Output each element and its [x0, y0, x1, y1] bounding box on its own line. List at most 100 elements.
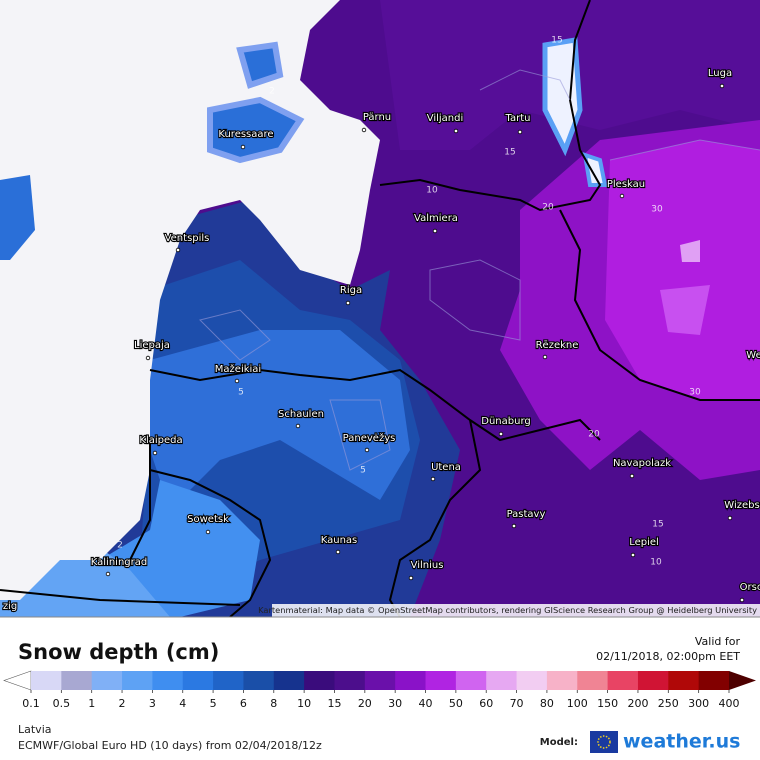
color-swatch: [213, 671, 244, 690]
border: [149, 469, 272, 617]
color-swatch: [273, 671, 305, 690]
city-label: Lepiel: [629, 537, 659, 548]
contour: [609, 139, 760, 161]
borders: [0, 0, 760, 617]
city-label: Dünaburg: [481, 416, 530, 427]
tick-label: 3: [149, 697, 156, 710]
city-label: Wizebs: [724, 500, 759, 511]
tick-label: 40: [419, 697, 433, 710]
city-label: Pleskau: [607, 179, 645, 190]
city-dot: [335, 549, 341, 555]
lake: [542, 37, 583, 157]
snow-area: [605, 140, 760, 400]
city-dot: [739, 597, 745, 603]
contour-label: 15: [652, 520, 663, 530]
tick-label: 300: [688, 697, 709, 710]
city-label: Utena: [431, 462, 461, 473]
city-dot: [432, 228, 438, 234]
tick-label: 150: [597, 697, 618, 710]
city-dot: [630, 552, 636, 558]
map-labels: Pärnu Viljandi Tartu Luga Kuressaare Pleskau V…: [2, 36, 760, 614]
city-dot: [234, 378, 240, 384]
color-swatch: [243, 671, 275, 690]
color-swatch: [61, 671, 93, 690]
city-label: We: [746, 350, 760, 361]
city-dot: [240, 144, 246, 150]
contour: [479, 69, 571, 101]
city-label: Pastavy: [507, 509, 546, 520]
tick-label: 20: [358, 697, 372, 710]
city-dot: [517, 129, 523, 135]
legend-title: Snow depth (cm): [18, 640, 219, 664]
eu-stars: [597, 735, 611, 749]
city-label: Klaipeda: [139, 435, 182, 446]
color-swatch: [395, 671, 427, 690]
tick-label: 0.5: [53, 697, 71, 710]
city-label: Vilnius: [411, 560, 444, 571]
tick-label: 5: [210, 697, 217, 710]
city-label: Ventspils: [165, 233, 210, 244]
contour: [429, 259, 521, 341]
color-swatch: [364, 671, 396, 690]
city-dot: [295, 423, 301, 429]
attribution-bg: [272, 604, 760, 617]
border: [559, 209, 760, 401]
coast: [129, 440, 151, 561]
city-dot: [511, 523, 517, 529]
city-label: Panevėžys: [343, 432, 396, 444]
contour-label: 5: [360, 466, 366, 476]
contour-label: 20: [542, 203, 554, 213]
footer: Latvia ECMWF/Global Euro HD (10 days) fr…: [18, 723, 740, 753]
color-swatch: [607, 671, 639, 690]
tick-label: 10: [297, 697, 311, 710]
city-label: Schaulen: [278, 409, 324, 420]
brand: weather.us: [623, 731, 740, 753]
city-label: Rēzekne: [536, 340, 579, 351]
border: [379, 0, 602, 212]
color-swatch: [334, 671, 366, 690]
city-label: Luga: [708, 68, 732, 79]
color-swatch: [698, 671, 730, 690]
contour-label: 10: [426, 186, 438, 196]
color-swatch: [637, 671, 669, 690]
city-dot: [364, 447, 370, 453]
city-dot: [542, 354, 548, 360]
border: [0, 589, 241, 606]
contour: [329, 399, 391, 471]
color-swatch: [668, 671, 700, 690]
lake: [582, 152, 608, 187]
city-label: Kuressaare: [218, 129, 273, 140]
city-label: Valmiera: [414, 213, 458, 224]
city-label: zig: [3, 601, 17, 612]
city-dot: [498, 431, 504, 437]
tick-label: 0.1: [22, 697, 40, 710]
color-swatch: [516, 671, 548, 690]
contour-label: 15: [551, 36, 562, 46]
city-label: Pärnu: [363, 112, 391, 123]
contour-label: 2: [269, 87, 275, 97]
city-dot: [345, 300, 351, 306]
city-dot: [152, 450, 158, 456]
valid-time: 02/11/2018, 02:00pm EET: [596, 650, 740, 663]
color-swatch: [455, 671, 487, 690]
city-dot: [453, 128, 459, 134]
city-dot: [408, 575, 414, 581]
contour-label: 5: [238, 388, 244, 398]
contour-label: 2: [117, 541, 123, 551]
color-swatch: [546, 671, 578, 690]
city-label: Tartu: [505, 113, 531, 124]
island: [0, 175, 35, 260]
color-swatch: [91, 671, 123, 690]
contour-label: 20: [588, 430, 600, 440]
legend: Snow depth (cm) Valid for 02/11/2018, 02…: [3, 635, 756, 710]
tick-label: 1: [88, 697, 95, 710]
snow-area: [680, 240, 700, 262]
attribution: Kartenmaterial: Map data © OpenStreetMap…: [258, 605, 757, 615]
city-dot: [727, 515, 733, 521]
model-run: ECMWF/Global Euro HD (10 days) from 02/0…: [18, 739, 322, 752]
region: Latvia: [18, 723, 52, 736]
over-arrow: [729, 671, 756, 690]
city-dot: [629, 473, 635, 479]
tick-label: 400: [719, 697, 740, 710]
